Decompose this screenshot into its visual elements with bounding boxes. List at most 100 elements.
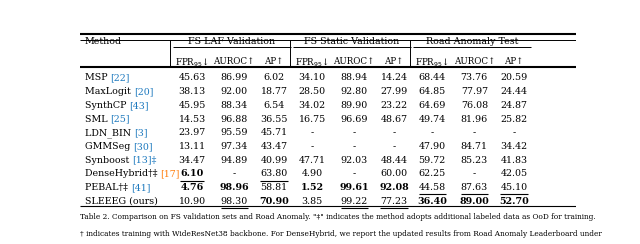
Text: 94.89: 94.89 <box>221 156 248 165</box>
Text: DenseHybrid†‡: DenseHybrid†‡ <box>85 169 161 178</box>
Text: 43.47: 43.47 <box>260 142 287 151</box>
Text: 52.70: 52.70 <box>499 197 529 206</box>
Text: 18.77: 18.77 <box>260 87 287 96</box>
Text: [41]: [41] <box>131 183 150 192</box>
Text: -: - <box>353 169 356 178</box>
Text: 34.02: 34.02 <box>299 101 326 110</box>
Text: -: - <box>353 142 356 151</box>
Text: -: - <box>353 128 356 137</box>
Text: 92.00: 92.00 <box>221 87 248 96</box>
Text: 99.61: 99.61 <box>339 183 369 192</box>
Text: 84.71: 84.71 <box>461 142 488 151</box>
Text: [22]: [22] <box>111 73 130 82</box>
Text: 23.97: 23.97 <box>179 128 205 137</box>
Text: 20.59: 20.59 <box>500 73 527 82</box>
Text: -: - <box>392 128 396 137</box>
Text: 36.55: 36.55 <box>260 115 288 123</box>
Text: 96.88: 96.88 <box>221 115 248 123</box>
Text: 49.74: 49.74 <box>419 115 445 123</box>
Text: FPR$_{95}$↓: FPR$_{95}$↓ <box>415 57 449 69</box>
Text: 96.69: 96.69 <box>340 115 368 123</box>
Text: 16.75: 16.75 <box>298 115 326 123</box>
Text: -: - <box>310 128 314 137</box>
Text: [43]: [43] <box>129 101 149 110</box>
Text: 36.40: 36.40 <box>417 197 447 206</box>
Text: LDN_BIN: LDN_BIN <box>85 128 134 138</box>
Text: SML: SML <box>85 115 111 123</box>
Text: 89.00: 89.00 <box>460 197 489 206</box>
Text: 99.22: 99.22 <box>340 197 368 206</box>
Text: -: - <box>473 169 476 178</box>
Text: 1.52: 1.52 <box>301 183 324 192</box>
Text: AUROC↑: AUROC↑ <box>214 57 255 66</box>
Text: 87.63: 87.63 <box>461 183 488 192</box>
Text: AP↑: AP↑ <box>504 57 524 66</box>
Text: 23.22: 23.22 <box>380 101 408 110</box>
Text: 85.23: 85.23 <box>461 156 488 165</box>
Text: FPR$_{95}$↓: FPR$_{95}$↓ <box>175 57 209 69</box>
Text: SLEEEG (ours): SLEEEG (ours) <box>85 197 158 206</box>
Text: -: - <box>310 142 314 151</box>
Text: 73.76: 73.76 <box>461 73 488 82</box>
Text: 45.95: 45.95 <box>179 101 206 110</box>
Text: 13.11: 13.11 <box>179 142 205 151</box>
Text: 41.83: 41.83 <box>500 156 527 165</box>
Text: FS Static Validation: FS Static Validation <box>304 37 399 46</box>
Text: 88.94: 88.94 <box>340 73 368 82</box>
Text: 98.96: 98.96 <box>220 183 249 192</box>
Text: 45.63: 45.63 <box>179 73 206 82</box>
Text: MaxLogit: MaxLogit <box>85 87 134 96</box>
Text: 42.05: 42.05 <box>500 169 527 178</box>
Text: [20]: [20] <box>134 87 153 96</box>
Text: SynthCP: SynthCP <box>85 101 129 110</box>
Text: 92.03: 92.03 <box>340 156 368 165</box>
Text: 64.69: 64.69 <box>419 101 446 110</box>
Text: Synboost: Synboost <box>85 156 132 165</box>
Text: 47.90: 47.90 <box>419 142 445 151</box>
Text: 4.90: 4.90 <box>301 169 323 178</box>
Text: 10.90: 10.90 <box>179 197 205 206</box>
Text: 62.25: 62.25 <box>419 169 446 178</box>
Text: AUROC↑: AUROC↑ <box>454 57 495 66</box>
Text: 24.44: 24.44 <box>500 87 527 96</box>
Text: 34.10: 34.10 <box>299 73 326 82</box>
Text: [13]‡: [13]‡ <box>132 156 157 165</box>
Text: 6.10: 6.10 <box>180 169 204 178</box>
Text: FPR$_{95}$↓: FPR$_{95}$↓ <box>295 57 329 69</box>
Text: AP↑: AP↑ <box>264 57 284 66</box>
Text: 6.54: 6.54 <box>263 101 285 110</box>
Text: 6.02: 6.02 <box>264 73 285 82</box>
Text: 34.42: 34.42 <box>500 142 527 151</box>
Text: 92.80: 92.80 <box>340 87 368 96</box>
Text: 77.23: 77.23 <box>380 197 408 206</box>
Text: 86.99: 86.99 <box>221 73 248 82</box>
Text: 48.67: 48.67 <box>380 115 408 123</box>
Text: 89.90: 89.90 <box>340 101 368 110</box>
Text: 63.80: 63.80 <box>260 169 287 178</box>
Text: -: - <box>513 128 516 137</box>
Text: † indicates training with WideResNet38 backbone. For DenseHybrid, we report the : † indicates training with WideResNet38 b… <box>80 230 602 238</box>
Text: Table 2. Comparison on FS validation sets and Road Anomaly. "‡" indicates the me: Table 2. Comparison on FS validation set… <box>80 213 596 221</box>
Text: 28.50: 28.50 <box>299 87 326 96</box>
Text: GMMSeg: GMMSeg <box>85 142 133 151</box>
Text: 14.53: 14.53 <box>179 115 205 123</box>
Text: 70.90: 70.90 <box>259 197 289 206</box>
Text: 45.10: 45.10 <box>500 183 527 192</box>
Text: AP↑: AP↑ <box>384 57 404 66</box>
Text: 34.47: 34.47 <box>179 156 205 165</box>
Text: 92.08: 92.08 <box>379 183 409 192</box>
Text: 97.34: 97.34 <box>221 142 248 151</box>
Text: 77.97: 77.97 <box>461 87 488 96</box>
Text: 24.87: 24.87 <box>500 101 527 110</box>
Text: AUROC↑: AUROC↑ <box>333 57 375 66</box>
Text: 27.99: 27.99 <box>380 87 408 96</box>
Text: 76.08: 76.08 <box>461 101 488 110</box>
Text: 95.59: 95.59 <box>221 128 248 137</box>
Text: [25]: [25] <box>111 115 130 123</box>
Text: 68.44: 68.44 <box>419 73 445 82</box>
Text: Road Anomaly Test: Road Anomaly Test <box>426 37 518 46</box>
Text: 64.85: 64.85 <box>419 87 446 96</box>
Text: 45.71: 45.71 <box>260 128 287 137</box>
Text: 38.13: 38.13 <box>179 87 205 96</box>
Text: 3.85: 3.85 <box>301 197 323 206</box>
